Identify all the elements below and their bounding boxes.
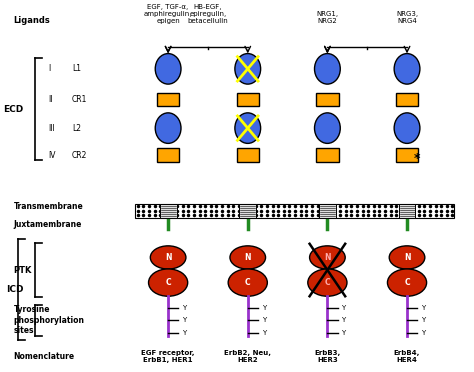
Text: Y: Y bbox=[262, 305, 266, 311]
Ellipse shape bbox=[394, 54, 420, 84]
Ellipse shape bbox=[228, 269, 267, 296]
Text: ICD: ICD bbox=[7, 285, 24, 294]
Text: IV: IV bbox=[49, 151, 56, 160]
Text: L2: L2 bbox=[72, 124, 81, 133]
Bar bbox=[237, 148, 259, 162]
Ellipse shape bbox=[389, 246, 425, 269]
Text: HB-EGF,
epiregulin,
betacellulin: HB-EGF, epiregulin, betacellulin bbox=[188, 4, 228, 24]
Text: C: C bbox=[245, 278, 251, 287]
Text: EGF, TGF-α,
amphiregulin,
epigen: EGF, TGF-α, amphiregulin, epigen bbox=[144, 4, 192, 24]
Bar bbox=[157, 93, 179, 106]
Text: III: III bbox=[49, 124, 55, 133]
Text: Y: Y bbox=[341, 330, 346, 336]
Text: C: C bbox=[404, 278, 410, 287]
Bar bbox=[316, 148, 338, 162]
Text: I: I bbox=[49, 64, 51, 73]
Text: C: C bbox=[165, 278, 171, 287]
Ellipse shape bbox=[308, 269, 347, 296]
Text: Y: Y bbox=[262, 330, 266, 336]
Text: CR1: CR1 bbox=[72, 95, 88, 104]
Text: Transmembrane: Transmembrane bbox=[14, 202, 83, 211]
Text: NRG1,
NRG2: NRG1, NRG2 bbox=[316, 11, 338, 24]
Text: Tyrosine
phosphorylation
sites: Tyrosine phosphorylation sites bbox=[14, 305, 84, 335]
Ellipse shape bbox=[148, 269, 188, 296]
Text: Juxtamembrane: Juxtamembrane bbox=[14, 220, 82, 229]
Bar bbox=[399, 203, 415, 218]
Text: ECD: ECD bbox=[3, 105, 24, 114]
Text: Ligands: Ligands bbox=[14, 16, 50, 25]
Bar bbox=[160, 203, 176, 218]
Text: Y: Y bbox=[182, 317, 186, 323]
Bar bbox=[316, 93, 338, 106]
Text: N: N bbox=[404, 253, 410, 262]
Ellipse shape bbox=[155, 54, 181, 84]
Text: *: * bbox=[414, 152, 420, 165]
Ellipse shape bbox=[235, 113, 261, 143]
Ellipse shape bbox=[315, 113, 340, 143]
Text: Y: Y bbox=[341, 305, 346, 311]
Text: Y: Y bbox=[341, 317, 346, 323]
Ellipse shape bbox=[315, 54, 340, 84]
Text: II: II bbox=[49, 95, 53, 104]
Bar bbox=[396, 148, 418, 162]
Text: Y: Y bbox=[421, 330, 425, 336]
Text: C: C bbox=[325, 278, 330, 287]
Ellipse shape bbox=[387, 269, 427, 296]
Text: N: N bbox=[245, 253, 251, 262]
Bar bbox=[237, 93, 259, 106]
Ellipse shape bbox=[394, 113, 420, 143]
Ellipse shape bbox=[150, 246, 186, 269]
Text: CR2: CR2 bbox=[72, 151, 88, 160]
Bar bbox=[136, 203, 454, 218]
Text: Y: Y bbox=[421, 305, 425, 311]
Text: L1: L1 bbox=[72, 64, 81, 73]
Text: Y: Y bbox=[182, 305, 186, 311]
Text: ErbB4,
HER4: ErbB4, HER4 bbox=[394, 350, 420, 363]
Text: Y: Y bbox=[262, 317, 266, 323]
Bar bbox=[396, 93, 418, 106]
Text: N: N bbox=[324, 253, 331, 262]
Text: PTK: PTK bbox=[14, 266, 32, 275]
Ellipse shape bbox=[310, 246, 345, 269]
Ellipse shape bbox=[235, 54, 261, 84]
Text: N: N bbox=[165, 253, 172, 262]
Bar bbox=[239, 203, 256, 218]
Text: ErbB3,
HER3: ErbB3, HER3 bbox=[314, 350, 340, 363]
Text: Nomenclature: Nomenclature bbox=[14, 352, 75, 361]
Text: ErbB2, Neu,
HER2: ErbB2, Neu, HER2 bbox=[224, 350, 271, 363]
Text: NRG3,
NRG4: NRG3, NRG4 bbox=[396, 11, 418, 24]
Ellipse shape bbox=[230, 246, 265, 269]
Ellipse shape bbox=[155, 113, 181, 143]
Text: Y: Y bbox=[182, 330, 186, 336]
Bar bbox=[157, 148, 179, 162]
Text: Y: Y bbox=[421, 317, 425, 323]
Bar bbox=[319, 203, 336, 218]
Text: EGF receptor,
ErbB1, HER1: EGF receptor, ErbB1, HER1 bbox=[141, 350, 195, 363]
